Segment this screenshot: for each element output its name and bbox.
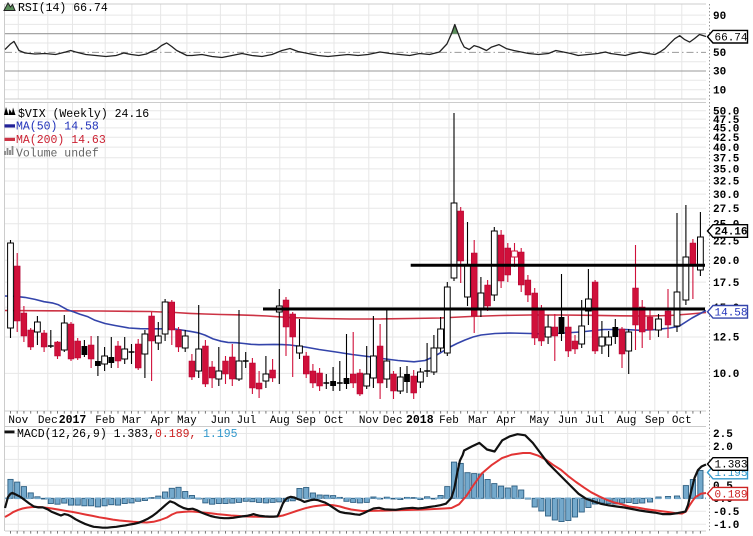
svg-text:37.5: 37.5 [713, 153, 740, 165]
svg-text:Feb: Feb [439, 415, 459, 427]
svg-text:2.5: 2.5 [713, 429, 733, 441]
svg-text:35.0: 35.0 [713, 165, 739, 177]
svg-text:1.195: 1.195 [203, 428, 238, 441]
svg-text:Feb: Feb [95, 415, 115, 427]
svg-text:MA(50) 14.58: MA(50) 14.58 [16, 121, 99, 134]
svg-text:0.189: 0.189 [715, 489, 748, 501]
svg-text:May: May [177, 415, 197, 427]
svg-text:12.5: 12.5 [713, 333, 740, 345]
svg-text:Oct: Oct [324, 415, 344, 427]
svg-text:-1.0: -1.0 [713, 520, 739, 532]
svg-text:2018: 2018 [406, 414, 434, 427]
svg-text:Jun: Jun [210, 415, 230, 427]
svg-text:May: May [529, 415, 549, 427]
svg-text:Nov: Nov [8, 415, 28, 427]
svg-text:24.16: 24.16 [715, 227, 748, 239]
svg-text:Volume undef: Volume undef [16, 148, 99, 161]
svg-text:40.0: 40.0 [713, 143, 739, 155]
svg-text:Sep: Sep [645, 415, 665, 427]
svg-text:66.74: 66.74 [715, 32, 748, 44]
svg-text:10.0: 10.0 [713, 369, 739, 381]
svg-text:32.5: 32.5 [713, 177, 740, 189]
svg-text:50: 50 [713, 48, 726, 60]
svg-text:50.0: 50.0 [713, 106, 739, 118]
svg-text:Apr: Apr [496, 415, 516, 427]
svg-text:Aug: Aug [617, 415, 637, 427]
svg-text:Apr: Apr [151, 415, 171, 427]
svg-text:2.0: 2.0 [713, 442, 733, 454]
svg-text:Sep: Sep [296, 415, 316, 427]
svg-text:0.189,: 0.189, [155, 428, 196, 441]
svg-text:27.5: 27.5 [713, 204, 740, 216]
svg-text:MACD(12,26,9) 1.383,: MACD(12,26,9) 1.383, [17, 428, 155, 441]
svg-text:Mar: Mar [468, 415, 488, 427]
svg-text:Dec: Dec [383, 415, 403, 427]
svg-text:Aug: Aug [270, 415, 290, 427]
svg-text:20.0: 20.0 [713, 256, 739, 268]
svg-text:1.195: 1.195 [715, 468, 748, 480]
svg-text:-0.5: -0.5 [713, 507, 740, 519]
svg-text:30: 30 [713, 67, 726, 79]
svg-text:42.5: 42.5 [713, 133, 740, 145]
svg-text:90: 90 [713, 11, 726, 23]
svg-text:MA(200) 14.63: MA(200) 14.63 [16, 134, 106, 147]
svg-text:$VIX (Weekly) 24.16: $VIX (Weekly) 24.16 [18, 108, 149, 121]
svg-text:RSI(14) 66.74: RSI(14) 66.74 [18, 2, 108, 15]
svg-text:47.5: 47.5 [713, 115, 740, 127]
svg-text:17.5: 17.5 [713, 278, 740, 290]
svg-text:Jun: Jun [558, 415, 578, 427]
svg-text:2017: 2017 [59, 414, 87, 427]
svg-text:30.0: 30.0 [713, 190, 739, 202]
svg-text:Nov: Nov [359, 415, 379, 427]
svg-text:22.5: 22.5 [713, 237, 740, 249]
svg-text:Oct: Oct [672, 415, 692, 427]
svg-text:Mar: Mar [122, 415, 142, 427]
svg-text:Jul: Jul [236, 415, 256, 427]
svg-text:10: 10 [713, 85, 726, 97]
svg-text:45.0: 45.0 [713, 124, 739, 136]
svg-text:1.383: 1.383 [715, 460, 748, 472]
svg-text:Dec: Dec [38, 415, 58, 427]
svg-text:Jul: Jul [585, 415, 605, 427]
svg-text:14.58: 14.58 [715, 308, 748, 320]
